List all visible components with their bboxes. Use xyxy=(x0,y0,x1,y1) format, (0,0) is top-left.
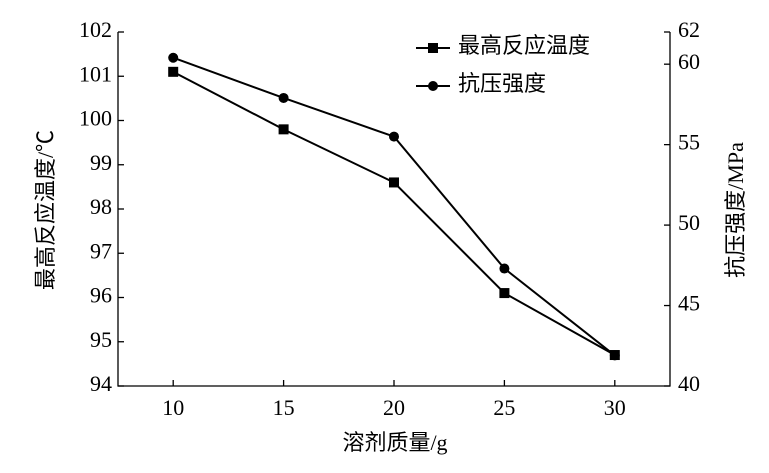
marker xyxy=(168,66,179,77)
y2-tick-label: 40 xyxy=(678,371,700,396)
y2-tick-label: 60 xyxy=(678,49,700,74)
x-tick-label: 30 xyxy=(604,395,626,420)
x-tick-label: 25 xyxy=(493,395,515,420)
legend-label: 抗压强度 xyxy=(458,71,546,96)
x-tick-label: 15 xyxy=(273,395,295,420)
y-tick-label: 102 xyxy=(79,17,112,42)
y2-tick-label: 45 xyxy=(678,291,700,316)
marker xyxy=(609,350,620,361)
y-tick-label: 99 xyxy=(90,150,112,175)
marker xyxy=(389,131,399,142)
y2-axis-label: 抗压强度/MPa xyxy=(723,142,748,278)
y2-tick-label: 55 xyxy=(678,130,700,155)
x-tick-label: 20 xyxy=(383,395,405,420)
series-line xyxy=(172,56,616,357)
y-axis-label: 最高反应温度/℃ xyxy=(33,130,58,290)
y-tick-label: 98 xyxy=(90,194,112,219)
marker xyxy=(278,124,289,135)
y-tick-label: 94 xyxy=(90,371,112,396)
marker xyxy=(428,81,438,91)
x-axis-label: 溶剂质量/g xyxy=(342,430,447,455)
y-tick-label: 95 xyxy=(90,327,112,352)
marker xyxy=(278,92,289,103)
marker xyxy=(499,263,510,274)
series-line xyxy=(172,70,616,356)
y-tick-label: 97 xyxy=(90,238,112,263)
y-tick-label: 100 xyxy=(79,106,112,131)
marker xyxy=(168,52,179,63)
y-tick-label: 96 xyxy=(90,283,112,308)
y2-tick-label: 62 xyxy=(678,17,700,42)
y2-tick-label: 50 xyxy=(678,210,700,235)
y-tick-label: 101 xyxy=(79,61,112,86)
marker xyxy=(389,177,399,188)
x-tick-label: 10 xyxy=(162,395,184,420)
legend-label: 最高反应温度 xyxy=(458,33,590,58)
marker xyxy=(428,43,438,53)
marker xyxy=(499,288,510,299)
